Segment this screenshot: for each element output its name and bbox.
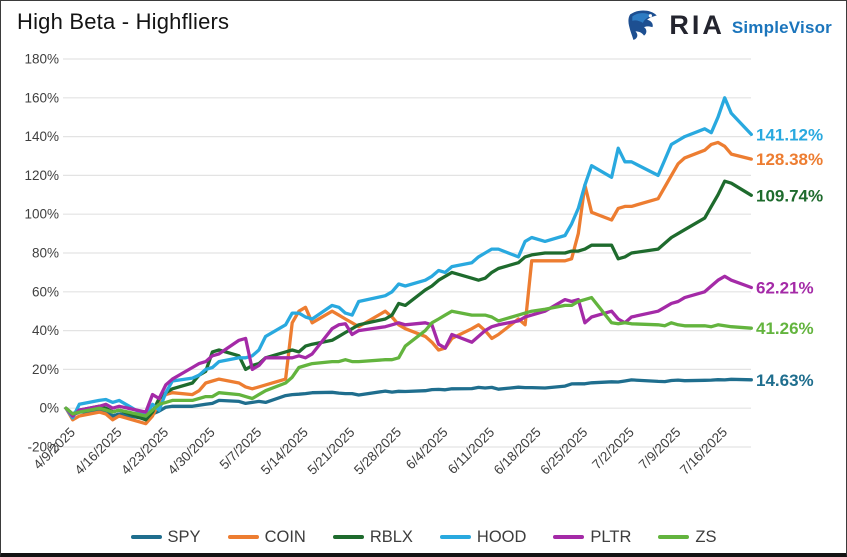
- svg-text:60%: 60%: [32, 284, 59, 299]
- legend-swatch-hood: [439, 534, 471, 540]
- svg-text:160%: 160%: [24, 90, 59, 105]
- svg-text:6/11/2025: 6/11/2025: [445, 425, 497, 477]
- legend-label-hood: HOOD: [476, 527, 527, 546]
- series-line-rblx: [64, 179, 753, 422]
- legend-label-pltr: PLTR: [590, 527, 632, 546]
- end-label-pltr: 62.21%: [756, 279, 814, 298]
- series-lines: [64, 96, 753, 426]
- y-axis-labels: 180% 160% 140% 120% 100% 80% 60% 40% 20% 0% -20%: [24, 52, 59, 455]
- brand-name: RIA: [669, 9, 725, 40]
- legend-item-rblx: RBLX: [332, 527, 413, 547]
- svg-text:5/21/2025: 5/21/2025: [304, 425, 357, 478]
- svg-text:-20%: -20%: [27, 440, 59, 455]
- gridlines: [63, 58, 751, 448]
- svg-text:6/18/2025: 6/18/2025: [491, 425, 544, 478]
- end-label-spy: 14.63%: [756, 371, 814, 390]
- svg-text:180%: 180%: [24, 52, 59, 67]
- svg-text:4/23/2025: 4/23/2025: [118, 425, 171, 478]
- svg-text:5/7/2025: 5/7/2025: [217, 425, 265, 473]
- chart-legend: SPY COIN RBLX HOOD PLTR ZS: [1, 523, 846, 551]
- svg-text:140%: 140%: [24, 129, 59, 144]
- legend-item-zs: ZS: [658, 528, 716, 547]
- series-line-hood: [64, 96, 753, 420]
- series-line-zs: [64, 295, 753, 418]
- svg-text:6/25/2025: 6/25/2025: [537, 425, 590, 478]
- end-label-rblx: 109.74%: [756, 186, 823, 205]
- page-title: High Beta - Highfliers: [17, 9, 230, 34]
- legend-label-spy: SPY: [167, 527, 201, 546]
- brand-logo: RIA SimpleVisor: [626, 8, 832, 42]
- svg-text:7/16/2025: 7/16/2025: [677, 425, 730, 478]
- legend-swatch-pltr: [553, 534, 585, 540]
- legend-swatch-coin: [227, 534, 259, 540]
- series-line-spy: [64, 377, 753, 421]
- svg-text:7/9/2025: 7/9/2025: [636, 425, 684, 473]
- svg-text:20%: 20%: [32, 362, 59, 377]
- legend-swatch-zs: [658, 534, 690, 540]
- legend-item-spy: SPY: [130, 527, 201, 547]
- end-label-zs: 41.26%: [756, 319, 814, 338]
- svg-text:7/2/2025: 7/2/2025: [589, 425, 637, 473]
- svg-text:4/30/2025: 4/30/2025: [165, 425, 218, 478]
- legend-label-zs: ZS: [695, 527, 717, 546]
- series-end-labels: 14.63% 128.38% 109.74% 141.12% 62.21% 41.26%: [756, 125, 823, 389]
- eagle-icon: [628, 10, 658, 40]
- series-line-coin: [64, 140, 753, 426]
- legend-label-rblx: RBLX: [369, 527, 413, 546]
- x-axis-labels: 4/9/20254/16/20254/23/20254/30/20255/7/2…: [30, 425, 730, 478]
- legend-swatch-spy: [130, 534, 162, 540]
- svg-text:80%: 80%: [32, 246, 59, 261]
- end-label-hood: 141.12%: [756, 125, 823, 144]
- series-line-pltr: [64, 274, 753, 418]
- svg-text:5/14/2025: 5/14/2025: [258, 425, 311, 478]
- svg-text:100%: 100%: [24, 207, 59, 222]
- legend-label-coin: COIN: [264, 527, 306, 546]
- svg-text:120%: 120%: [24, 168, 59, 183]
- product-name: SimpleVisor: [731, 17, 832, 37]
- legend-swatch-rblx: [332, 534, 364, 540]
- svg-text:4/16/2025: 4/16/2025: [72, 425, 125, 478]
- svg-text:0%: 0%: [39, 401, 59, 416]
- legend-item-pltr: PLTR: [553, 528, 631, 547]
- svg-text:40%: 40%: [32, 323, 59, 338]
- legend-item-coin: COIN: [227, 527, 306, 547]
- svg-text:6/4/2025: 6/4/2025: [403, 425, 451, 473]
- end-label-coin: 128.38%: [756, 150, 823, 169]
- legend-item-hood: HOOD: [439, 527, 527, 547]
- svg-text:5/28/2025: 5/28/2025: [351, 425, 404, 478]
